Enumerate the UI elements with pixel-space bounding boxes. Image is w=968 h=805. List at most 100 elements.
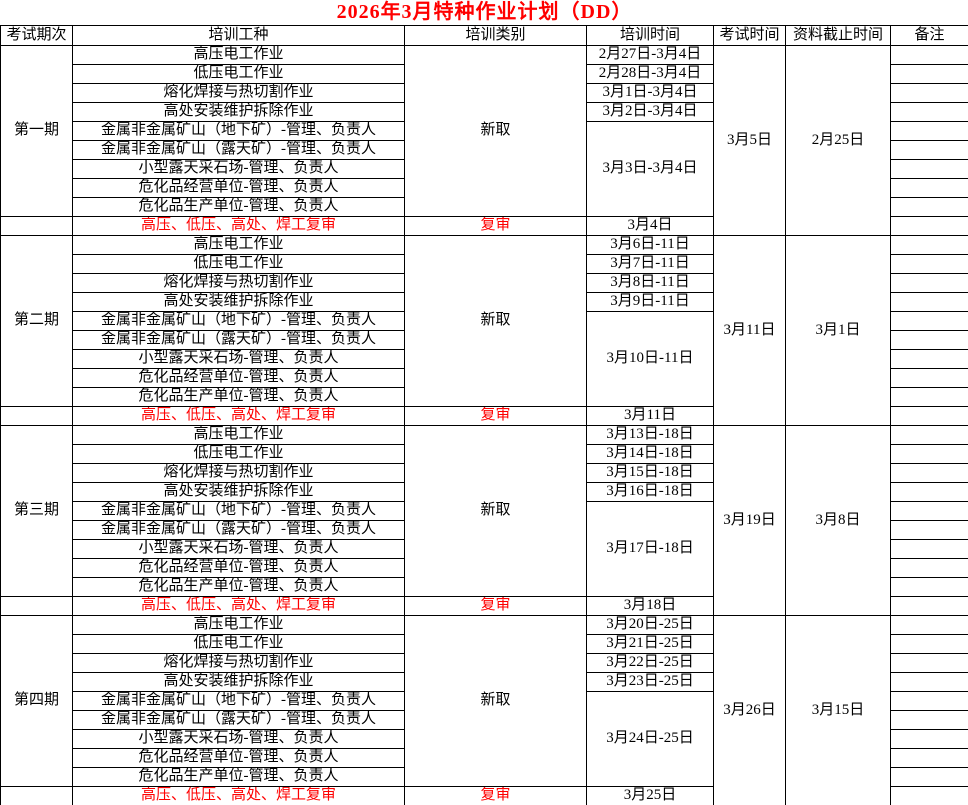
remark-cell <box>889 273 968 293</box>
trade-row: 危化品生产单位-管理、负责人 <box>1 387 968 407</box>
remark-cell <box>889 216 968 236</box>
remark-cell <box>889 691 968 711</box>
trade-cell: 低压电工作业 <box>72 634 405 654</box>
trade-row: 第二期 高压电工作业 新取 3月6日-11日 3月11日 3月1日 <box>0 235 968 426</box>
col-header-training-time: 培训时间 <box>586 25 714 46</box>
remark-cell <box>889 45 968 65</box>
category-review-cell: 复审 <box>404 786 587 805</box>
trade-cell: 金属非金属矿山（地下矿）-管理、负责人 <box>72 311 405 331</box>
trade-row: 小型露天采石场-管理、负责人 <box>1 539 968 559</box>
col-header-exam-time: 考试时间 <box>713 25 786 46</box>
review-trades-cell: 高压、低压、高处、焊工复审 <box>72 406 405 426</box>
remark-cell <box>889 577 968 597</box>
trade-row: 金属非金属矿山（露天矿）-管理、负责人 <box>1 140 968 160</box>
trade-cell: 高压电工作业 <box>72 615 405 635</box>
remark-cell <box>889 482 968 502</box>
trade-cell: 金属非金属矿山（地下矿）-管理、负责人 <box>72 691 405 711</box>
remark-cell <box>889 387 968 407</box>
exam-date-cell: 3月19日 <box>713 425 786 616</box>
exam-period-cell: 第一期 <box>0 45 73 217</box>
exam-period-cell: 第二期 <box>0 235 73 407</box>
remark-cell <box>889 235 968 255</box>
remark-cell <box>889 64 968 84</box>
training-time-cell: 3月9日-11日 <box>586 292 714 312</box>
category-new-cell: 新取 <box>404 425 587 597</box>
merged-training-time-cell: 3月10日-11日 <box>586 311 714 407</box>
remark-cell <box>889 311 968 331</box>
remark-cell <box>889 615 968 635</box>
review-time-cell: 3月4日 <box>586 216 714 236</box>
trade-cell: 危化品生产单位-管理、负责人 <box>72 197 405 217</box>
trade-cell: 高压电工作业 <box>72 45 405 65</box>
exam-period-cell: 第三期 <box>0 425 73 597</box>
merged-training-time-cell: 3月17日-18日 <box>586 501 714 597</box>
deadline-cell: 2月25日 <box>785 45 891 236</box>
trade-cell: 熔化焊接与热切割作业 <box>72 653 405 673</box>
deadline-cell: 3月1日 <box>785 235 891 426</box>
trade-row: 熔化焊接与热切割作业 3月1日-3月4日 <box>1 83 968 103</box>
col-header-exam-period: 考试期次 <box>0 25 73 46</box>
remark-cell <box>889 140 968 160</box>
review-time-cell: 3月18日 <box>586 596 714 616</box>
trade-cell: 小型露天采石场-管理、负责人 <box>72 729 405 749</box>
remark-cell <box>889 254 968 274</box>
exam-period-empty-cell <box>0 596 73 616</box>
training-time-cell: 3月15日-18日 <box>586 463 714 483</box>
exam-period-empty-cell <box>0 406 73 426</box>
col-header-category: 培训类别 <box>404 25 587 46</box>
review-time-cell: 3月11日 <box>586 406 714 426</box>
col-header-deadline: 资料截止时间 <box>785 25 891 46</box>
review-row: 高压、低压、高处、焊工复审 复审 3月25日 <box>0 786 968 805</box>
remark-cell <box>889 596 968 616</box>
deadline-cell: 3月8日 <box>785 425 891 616</box>
title-cell: 2026年3月特种作业计划（DD） <box>0 0 968 26</box>
remark-cell <box>889 159 968 179</box>
training-time-cell: 3月16日-18日 <box>586 482 714 502</box>
remark-cell <box>889 292 968 312</box>
remark-cell <box>889 767 968 787</box>
remark-cell <box>889 330 968 350</box>
title-row: 2026年3月特种作业计划（DD） <box>0 0 968 26</box>
training-time-cell: 3月1日-3月4日 <box>586 83 714 103</box>
trade-cell: 高压电工作业 <box>72 425 405 445</box>
training-time-cell: 3月8日-11日 <box>586 273 714 293</box>
trade-cell: 高处安装维护拆除作业 <box>72 672 405 692</box>
remark-cell <box>889 83 968 103</box>
trade-row: 熔化焊接与热切割作业 3月22日-25日 <box>1 653 968 673</box>
remark-cell <box>889 710 968 730</box>
training-time-cell: 2月27日-3月4日 <box>586 45 714 65</box>
remark-cell <box>889 786 968 805</box>
exam-date-cell: 3月26日 <box>713 615 786 805</box>
training-time-cell: 3月20日-25日 <box>586 615 714 635</box>
trade-cell: 危化品经营单位-管理、负责人 <box>72 748 405 768</box>
exam-period-empty-cell <box>0 786 73 805</box>
trade-cell: 金属非金属矿山（地下矿）-管理、负责人 <box>72 121 405 141</box>
training-time-cell: 3月13日-18日 <box>586 425 714 445</box>
merged-training-time-cell: 3月3日-3月4日 <box>586 121 714 217</box>
trade-row: 低压电工作业 3月7日-11日 <box>1 254 968 274</box>
review-trades-cell: 高压、低压、高处、焊工复审 <box>72 216 405 236</box>
trade-cell: 金属非金属矿山（地下矿）-管理、负责人 <box>72 501 405 521</box>
trade-cell: 高压电工作业 <box>72 235 405 255</box>
page-title: 2026年3月特种作业计划（DD） <box>336 1 633 23</box>
trade-cell: 高处安装维护拆除作业 <box>72 292 405 312</box>
remark-cell <box>889 501 968 521</box>
trade-cell: 低压电工作业 <box>72 254 405 274</box>
review-time-cell: 3月25日 <box>586 786 714 805</box>
trade-cell: 金属非金属矿山（露天矿）-管理、负责人 <box>72 710 405 730</box>
exam-period-empty-cell <box>0 216 73 236</box>
trade-row: 危化品经营单位-管理、负责人 <box>1 178 968 198</box>
remark-cell <box>889 748 968 768</box>
trade-row: 高处安装维护拆除作业 3月23日-25日 <box>1 672 968 692</box>
trade-cell: 低压电工作业 <box>72 64 405 84</box>
exam-date-cell: 3月11日 <box>713 235 786 426</box>
remark-cell <box>889 634 968 654</box>
trade-cell: 熔化焊接与热切割作业 <box>72 463 405 483</box>
remark-cell <box>889 368 968 388</box>
trade-row: 第四期 高压电工作业 新取 3月20日-25日 3月26日 3月15日 <box>0 615 968 805</box>
trade-row: 第三期 高压电工作业 新取 3月13日-18日 3月19日 3月8日 <box>0 425 968 616</box>
trade-row: 高处安装维护拆除作业 3月16日-18日 <box>1 482 968 502</box>
trade-row: 小型露天采石场-管理、负责人 <box>1 349 968 369</box>
